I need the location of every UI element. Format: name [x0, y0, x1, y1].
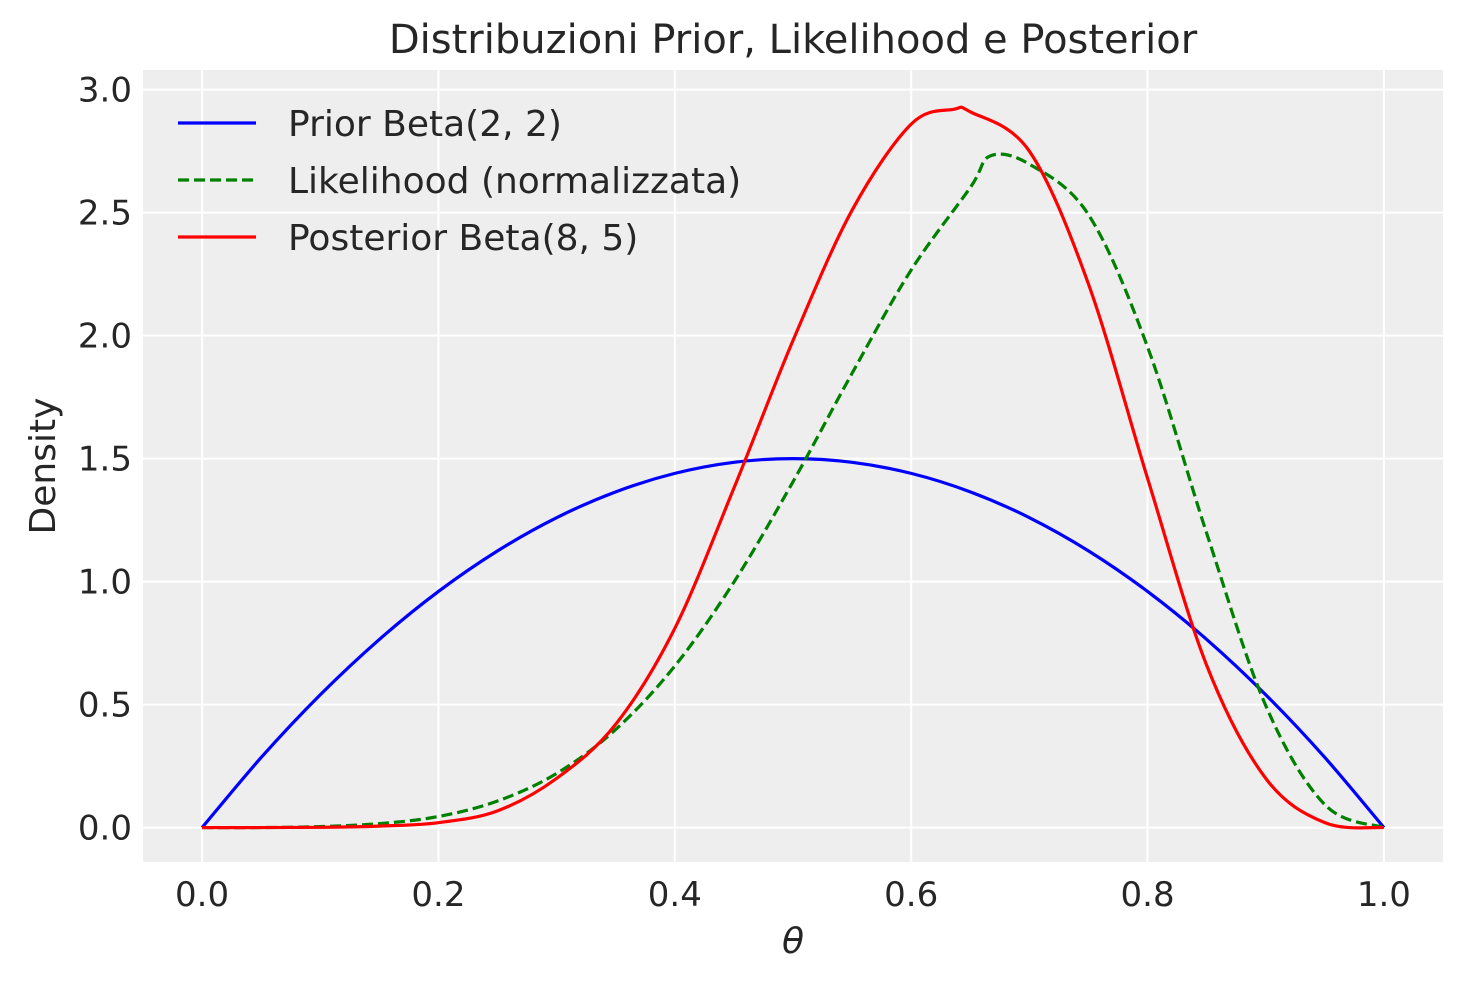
legend-label: Prior Beta(2, 2) [288, 104, 562, 145]
series-layer [200, 105, 1386, 830]
chart-title: Distribuzioni Prior, Likelihood e Poster… [389, 17, 1198, 63]
x-axis: 0.0 0.2 0.4 0.6 0.8 1.0 [175, 875, 1411, 915]
legend-label: Posterior Beta(8, 5) [288, 218, 638, 259]
y-tick-label: 1.0 [78, 563, 132, 603]
legend-label: Likelihood (normalizzata) [288, 161, 741, 202]
x-tick-label: 0.6 [884, 875, 938, 915]
legend: Prior Beta(2, 2) Likelihood (normalizzata… [178, 104, 741, 259]
x-tick-label: 0.8 [1121, 875, 1175, 915]
y-tick-label: 0.0 [78, 809, 132, 849]
x-tick-label: 0.0 [175, 875, 229, 915]
likelihood-line [202, 152, 1385, 830]
plot-area [143, 70, 1443, 862]
prior-line [200, 457, 1386, 829]
y-tick-label: 2.5 [78, 194, 132, 234]
y-axis: 0.0 0.5 1.0 1.5 2.0 2.5 3.0 [78, 71, 132, 849]
grid [143, 70, 1443, 862]
x-tick-label: 1.0 [1357, 875, 1411, 915]
x-tick-label: 0.4 [648, 875, 702, 915]
x-axis-label: θ [782, 921, 804, 962]
y-tick-label: 1.5 [78, 440, 132, 480]
posterior-line [202, 105, 1385, 830]
y-axis-label: Density [23, 398, 64, 535]
legend-item-posterior: Posterior Beta(8, 5) [178, 218, 638, 259]
legend-item-prior: Prior Beta(2, 2) [178, 104, 562, 145]
y-tick-label: 3.0 [78, 71, 132, 111]
y-tick-label: 0.5 [78, 686, 132, 726]
y-tick-label: 2.0 [78, 317, 132, 357]
legend-item-likelihood: Likelihood (normalizzata) [178, 161, 741, 202]
x-tick-label: 0.2 [411, 875, 465, 915]
